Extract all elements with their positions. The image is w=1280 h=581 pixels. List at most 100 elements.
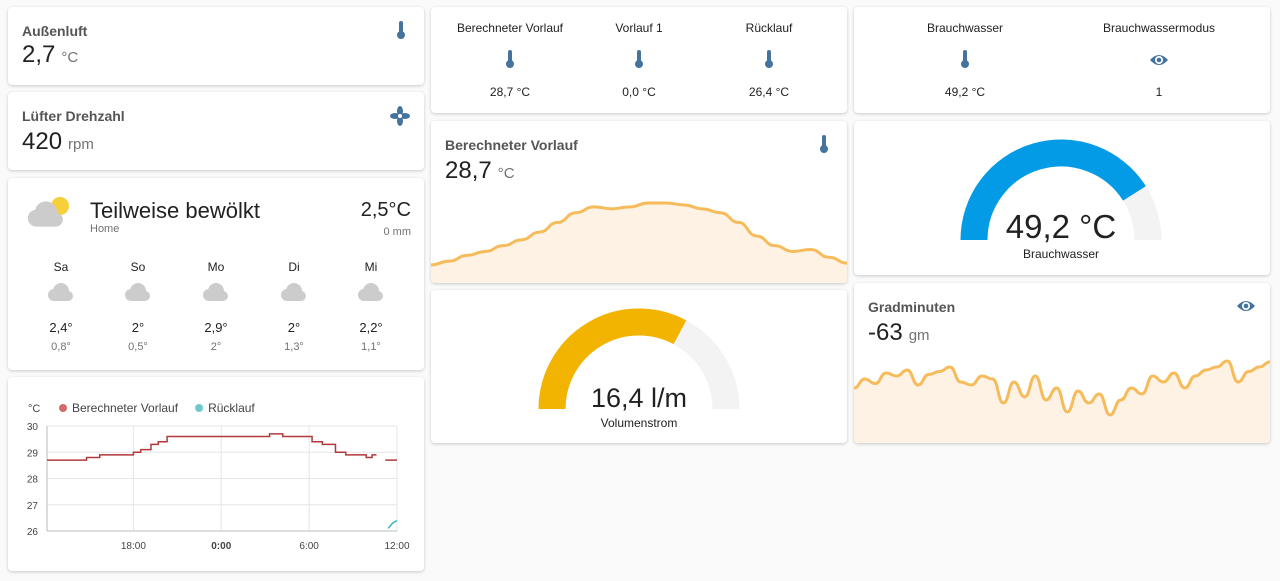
sparkline	[431, 201, 847, 283]
sensor-state: -63	[868, 319, 903, 346]
weather-temperature: 2,5°C	[360, 199, 411, 221]
sensor-graph-card[interactable]: Berechneter Vorlauf 28,7 °C	[431, 121, 847, 283]
sensor-name: Außenluft	[22, 23, 88, 39]
sensor-card[interactable]: Lüfter Drehzahl 420 rpm	[8, 92, 424, 170]
y-tick-label: 29	[27, 448, 39, 459]
forecast-day: Sa	[53, 260, 69, 274]
entity-state: 26,4 °C	[748, 85, 790, 99]
icon	[1150, 55, 1168, 65]
sensor-unit: rpm	[68, 136, 94, 153]
sensor-unit: °C	[61, 49, 79, 66]
sensor-graph-card[interactable]: Gradminuten -63 gm	[854, 283, 1270, 443]
thermometer-icon	[765, 50, 773, 68]
entity-state: 1	[1155, 85, 1163, 99]
gauge-card[interactable]: 16,4 l/m Volumenstrom	[431, 290, 847, 443]
weather-icon	[27, 197, 69, 227]
x-tick-label: 0:00	[211, 541, 231, 552]
cloud	[48, 283, 73, 301]
weather-condition: Teilweise bewölkt	[90, 198, 260, 223]
gauge-value-label: 16,4 l/m	[591, 383, 687, 413]
sensor-name: Gradminuten	[868, 299, 956, 315]
y-tick-label: 26	[27, 527, 39, 538]
cloud	[358, 283, 383, 301]
thermometer-icon	[820, 135, 828, 153]
forecast-low: 0,5°	[128, 341, 148, 353]
forecast-low: 1,3°	[284, 341, 304, 353]
entities-card[interactable]: Berechneter Vorlauf 28,7 °C Vorlauf 1 0,0 °…	[431, 7, 847, 113]
forecast-low: 2°	[210, 341, 222, 353]
eye-icon	[1237, 301, 1255, 311]
weather-card[interactable]: Teilweise bewölkt Home 2,5°C 0 mm Sa 2,4°…	[8, 178, 424, 370]
sparkline-line	[854, 359, 1270, 417]
forecast-low: 1,1°	[361, 341, 381, 353]
weather-precipitation: 0 mm	[383, 226, 412, 238]
forecast-high: 2,4°	[49, 320, 73, 335]
entity-name: Berechneter Vorlauf	[456, 21, 564, 35]
forecast-day: Di	[288, 260, 300, 274]
forecast-icon	[48, 283, 73, 301]
forecast-low: 0,8°	[51, 341, 71, 353]
series-line	[47, 433, 397, 461]
gauge-value-label: 49,2 °C	[1006, 208, 1116, 245]
forecast-icon	[358, 283, 383, 301]
gauge-name: Volumenstrom	[601, 416, 678, 430]
sensor-state: 420	[22, 128, 63, 155]
sensor-unit: °C	[497, 165, 515, 182]
y-tick-label: 30	[27, 422, 39, 433]
sensor-name: Berechneter Vorlauf	[445, 137, 578, 153]
sparkline-area	[431, 203, 847, 283]
y-tick-label: 27	[27, 501, 39, 512]
entity-state: 28,7 °C	[489, 85, 531, 99]
legend-label: Rücklauf	[208, 401, 255, 415]
legend-dot	[59, 404, 67, 412]
sensor-state: 2,7	[22, 41, 56, 68]
forecast-high: 2,2°	[359, 320, 383, 335]
thermometer-icon	[397, 21, 405, 39]
cloud	[281, 283, 306, 301]
sensor-card[interactable]: Außenluft 2,7 °C	[8, 7, 424, 85]
forecast-high: 2°	[131, 320, 145, 335]
forecast-icon	[281, 283, 306, 301]
weather-location: Home	[90, 223, 120, 235]
series-line	[387, 519, 398, 529]
sensor-state: 28,7	[445, 157, 492, 184]
forecast-icon	[125, 283, 150, 301]
gauge-card[interactable]: 49,2 °C Brauchwasser	[854, 121, 1270, 275]
icon	[961, 50, 969, 68]
cloud	[203, 283, 228, 301]
y-unit: °C	[28, 403, 40, 415]
forecast-high: 2°	[287, 320, 301, 335]
gauge-value	[538, 308, 687, 410]
sensor-name: Lüfter Drehzahl	[22, 108, 125, 124]
gauge-value	[960, 139, 1146, 241]
eye-icon	[1150, 55, 1168, 65]
icon	[765, 50, 773, 68]
thermometer-icon	[506, 50, 514, 68]
cloud	[125, 283, 150, 301]
fan-icon	[390, 106, 410, 126]
y-tick-label: 28	[27, 475, 39, 486]
x-tick-label: 6:00	[299, 541, 319, 552]
legend-label: Berechneter Vorlauf	[72, 401, 179, 415]
entities-card[interactable]: Brauchwasser 49,2 °C Brauchwassermodus 1	[854, 7, 1270, 113]
legend-dot	[195, 404, 204, 412]
entity-state: 49,2 °C	[944, 85, 986, 99]
forecast-day: Mi	[364, 260, 378, 274]
thermometer-icon	[635, 50, 643, 68]
gauge-name: Brauchwasser	[1023, 247, 1099, 261]
history-card[interactable]: °C Berechneter Vorlauf Rücklauf 26 27 28 29 30 1…	[8, 377, 424, 571]
icon	[506, 50, 514, 68]
forecast-day: Mo	[207, 260, 225, 274]
entity-state: 0,0 °C	[622, 85, 656, 99]
entity-name: Brauchwasser	[926, 21, 1004, 35]
entity-name: Rücklauf	[745, 21, 793, 35]
gauge: 16,4 l/m Volumenstrom	[538, 308, 740, 430]
forecast-day: So	[130, 260, 146, 274]
sparkline	[854, 359, 1270, 443]
gauge: 49,2 °C Brauchwasser	[960, 139, 1162, 261]
entity-name: Vorlauf 1	[615, 21, 663, 35]
forecast-high: 2,9°	[204, 320, 228, 335]
forecast-icon	[203, 283, 228, 301]
thermometer-icon	[961, 50, 969, 68]
